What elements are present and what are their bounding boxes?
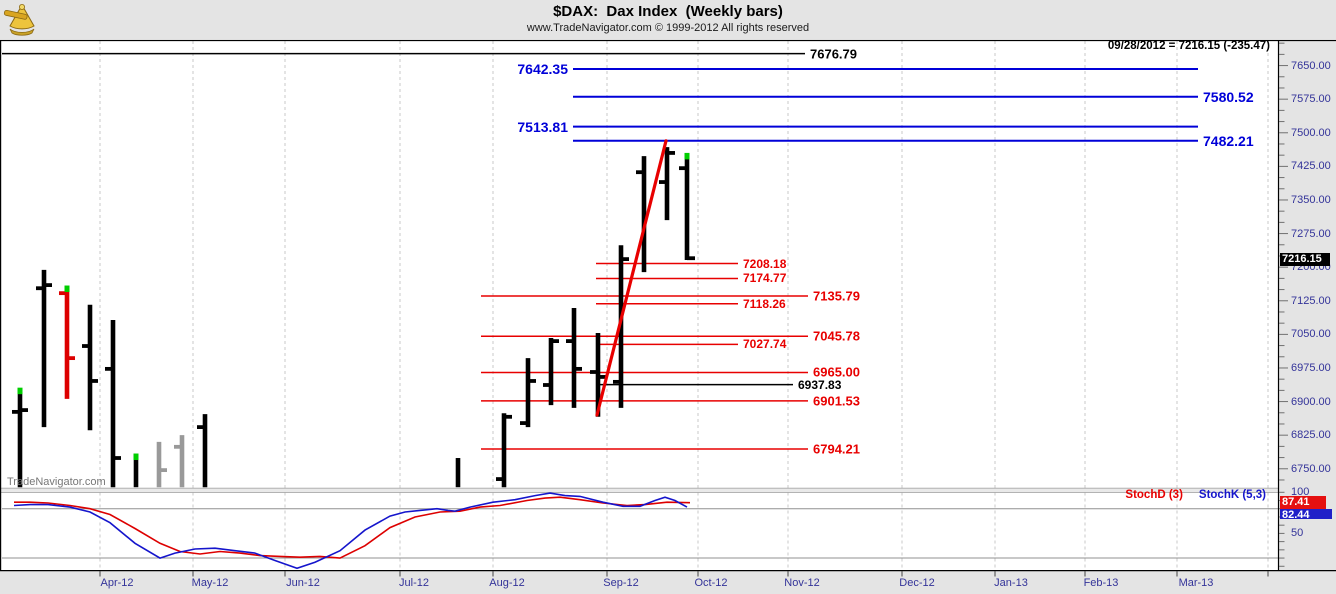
price-axis-strip[interactable] xyxy=(1279,40,1336,571)
last-quote-readout: 09/28/2012 = 7216.15 (-235.47) xyxy=(1107,40,1270,52)
panel-separator[interactable] xyxy=(0,488,1278,493)
stochk-line xyxy=(13,492,688,570)
last-price-badge: 7216.15 xyxy=(1280,253,1330,266)
stochk-value-badge: 82.44 xyxy=(1280,509,1332,519)
chart-title: $DAX: Dax Index (Weekly bars) xyxy=(553,3,783,20)
tradenavigator-watermark: TradeNavigator.com xyxy=(7,476,106,488)
stochk-legend-label[interactable]: StochK (5,3) xyxy=(1198,489,1266,501)
chart-header: $DAX: Dax Index (Weekly bars) www.TradeN… xyxy=(0,0,1336,39)
buy-signal-marker xyxy=(17,387,23,395)
buy-signal-marker xyxy=(684,152,690,160)
trend-line[interactable] xyxy=(595,139,668,417)
tradenavigator-logo-icon xyxy=(3,3,35,36)
buy-signal-marker xyxy=(133,453,139,461)
buy-signal-marker xyxy=(64,285,70,293)
stochd-legend-label[interactable]: StochD (3) xyxy=(1125,489,1183,501)
stochd-value-badge: 87.41 xyxy=(1280,496,1326,509)
chart-subtitle: www.TradeNavigator.com © 1999-2012 All r… xyxy=(526,22,810,34)
stochd-line xyxy=(14,496,691,559)
stochastic-legend: StochD (3) StochK (5,3) xyxy=(1125,489,1266,501)
time-axis-strip[interactable] xyxy=(0,571,1336,594)
